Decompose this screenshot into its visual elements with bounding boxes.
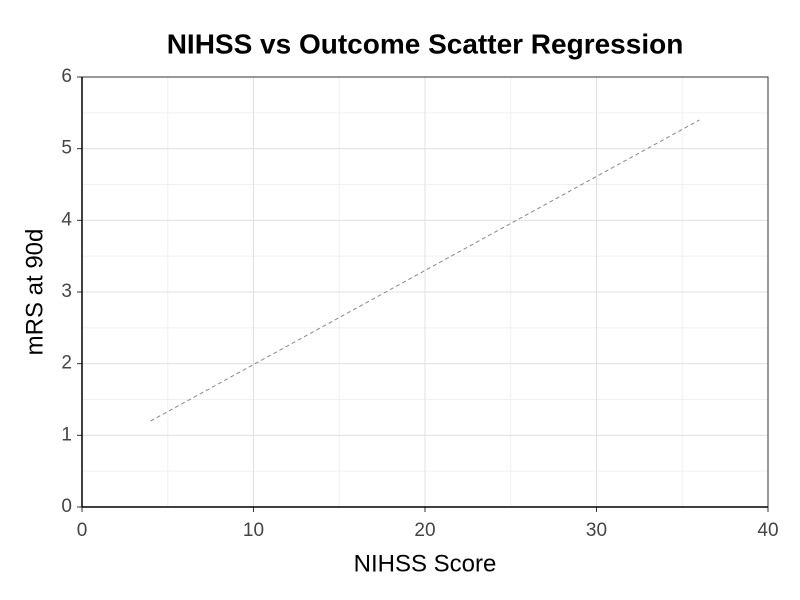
y-tick-label: 2 — [61, 353, 72, 374]
x-tick-label: 30 — [586, 520, 607, 541]
regression-line — [150, 119, 700, 422]
y-tick-label: 3 — [61, 281, 72, 302]
x-axis-label: NIHSS Score — [354, 550, 497, 577]
y-tick-label: 6 — [61, 66, 72, 87]
y-tick-label: 5 — [61, 138, 72, 159]
x-tick-label: 40 — [757, 520, 778, 541]
y-axis-label: mRS at 90d — [21, 229, 48, 356]
x-tick-label: 20 — [414, 520, 435, 541]
chart-title: NIHSS vs Outcome Scatter Regression — [167, 28, 684, 59]
y-tick-label: 0 — [61, 496, 72, 517]
y-tick-label: 1 — [61, 424, 72, 445]
x-tick-label: 0 — [77, 520, 88, 541]
x-tick-label: 10 — [243, 520, 264, 541]
y-tick-label: 4 — [61, 209, 72, 230]
